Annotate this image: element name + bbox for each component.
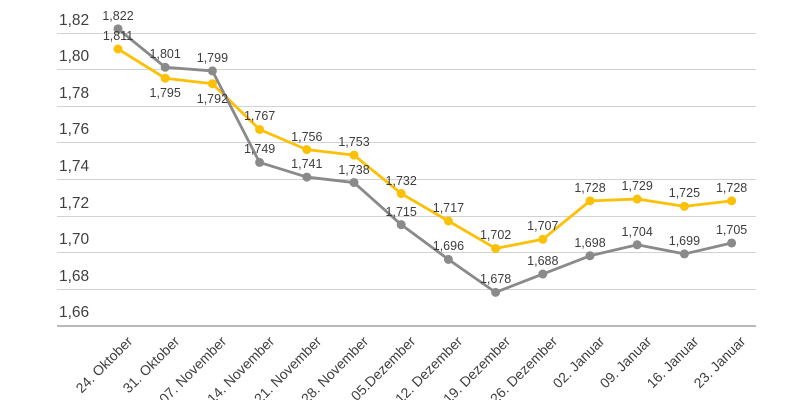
gray-series-data-label: 1,799 [196, 50, 229, 65]
y-axis-tick-label: 1,74 [59, 157, 90, 175]
gray-series-data-label: 1,715 [385, 204, 417, 219]
gray-series-marker [302, 172, 312, 182]
y-gridline [57, 142, 756, 144]
gray-series-marker [349, 178, 359, 188]
gray-series-marker [679, 249, 689, 259]
y-axis-tick-label: 1,66 [59, 304, 90, 322]
gray-series-data-label: 1,801 [149, 47, 181, 62]
yellow-series-marker [727, 196, 737, 206]
yellow-series-data-label: 1,732 [385, 173, 417, 188]
gray-series-data-label: 1,698 [574, 235, 606, 250]
yellow-series-marker [113, 44, 123, 54]
gray-series-marker [207, 66, 217, 76]
yellow-series-marker [538, 234, 548, 244]
gray-series-marker [160, 62, 170, 72]
yellow-series-marker [679, 201, 689, 211]
gray-series-marker [585, 251, 595, 261]
yellow-series-line [116, 47, 733, 250]
yellow-series-marker [443, 216, 453, 226]
y-axis-tick-label: 1,76 [59, 121, 90, 139]
yellow-series-marker [491, 243, 501, 253]
yellow-series-data-label: 1,767 [243, 109, 276, 124]
yellow-series-marker [396, 189, 406, 199]
x-axis-line [57, 325, 756, 328]
gray-series-data-label: 1,699 [668, 233, 701, 248]
gray-series-line [116, 27, 733, 294]
yellow-series-marker [349, 150, 359, 160]
gray-series-data-label: 1,704 [621, 224, 653, 239]
gray-series-data-label: 1,678 [479, 272, 512, 287]
yellow-series-data-label: 1,702 [479, 228, 512, 243]
yellow-series-data-label: 1,729 [621, 179, 653, 194]
y-gridline [57, 178, 756, 180]
yellow-series-marker [585, 196, 595, 206]
y-axis-tick-label: 1,70 [59, 231, 90, 249]
gray-series-data-label: 1,749 [243, 142, 276, 157]
yellow-series-marker [160, 73, 170, 83]
gray-series-data-label: 1,738 [338, 162, 370, 177]
gray-series-data-label: 1,705 [715, 222, 748, 237]
yellow-series-data-label: 1,707 [527, 219, 559, 234]
gray-series-marker [396, 220, 406, 230]
yellow-series-marker [255, 124, 265, 134]
gray-series-marker [113, 24, 123, 34]
yellow-series-marker [632, 194, 642, 204]
gray-series-data-label: 1,696 [432, 239, 465, 254]
y-axis-tick-label: 1,80 [59, 48, 90, 66]
yellow-series-data-label: 1,753 [338, 135, 370, 150]
gray-series-data-label: 1,688 [527, 254, 559, 269]
yellow-series-marker [207, 79, 217, 89]
y-axis-tick-label: 1,82 [59, 11, 90, 29]
yellow-series-data-label: 1,728 [574, 180, 606, 195]
y-axis-tick-label: 1,72 [59, 194, 90, 212]
yellow-series-data-label: 1,795 [149, 86, 181, 101]
yellow-series-data-label: 1,728 [715, 180, 748, 195]
gray-series-marker [491, 287, 501, 297]
gray-series-data-label: 1,741 [291, 157, 323, 172]
gray-series-marker [443, 254, 453, 264]
yellow-series-data-label: 1,717 [432, 200, 465, 215]
y-gridline [57, 215, 756, 217]
gray-series-data-label: 1,822 [102, 8, 134, 23]
yellow-series-data-label: 1,756 [291, 129, 323, 144]
yellow-series-marker [302, 145, 312, 155]
gray-series-marker [255, 157, 265, 167]
y-axis-tick-label: 1,68 [59, 267, 90, 285]
y-axis-tick-label: 1,78 [59, 84, 90, 102]
yellow-series-data-label: 1,792 [196, 91, 229, 106]
y-gridline [57, 32, 756, 34]
gray-series-marker [632, 240, 642, 250]
y-gridline [57, 288, 756, 290]
y-gridline [57, 69, 756, 71]
yellow-series-data-label: 1,725 [668, 186, 701, 201]
y-gridline [57, 252, 756, 254]
y-gridline [57, 105, 756, 107]
gray-series-marker [727, 238, 737, 248]
yellow-series-data-label: 1,811 [102, 28, 134, 43]
gray-series-marker [538, 269, 548, 279]
